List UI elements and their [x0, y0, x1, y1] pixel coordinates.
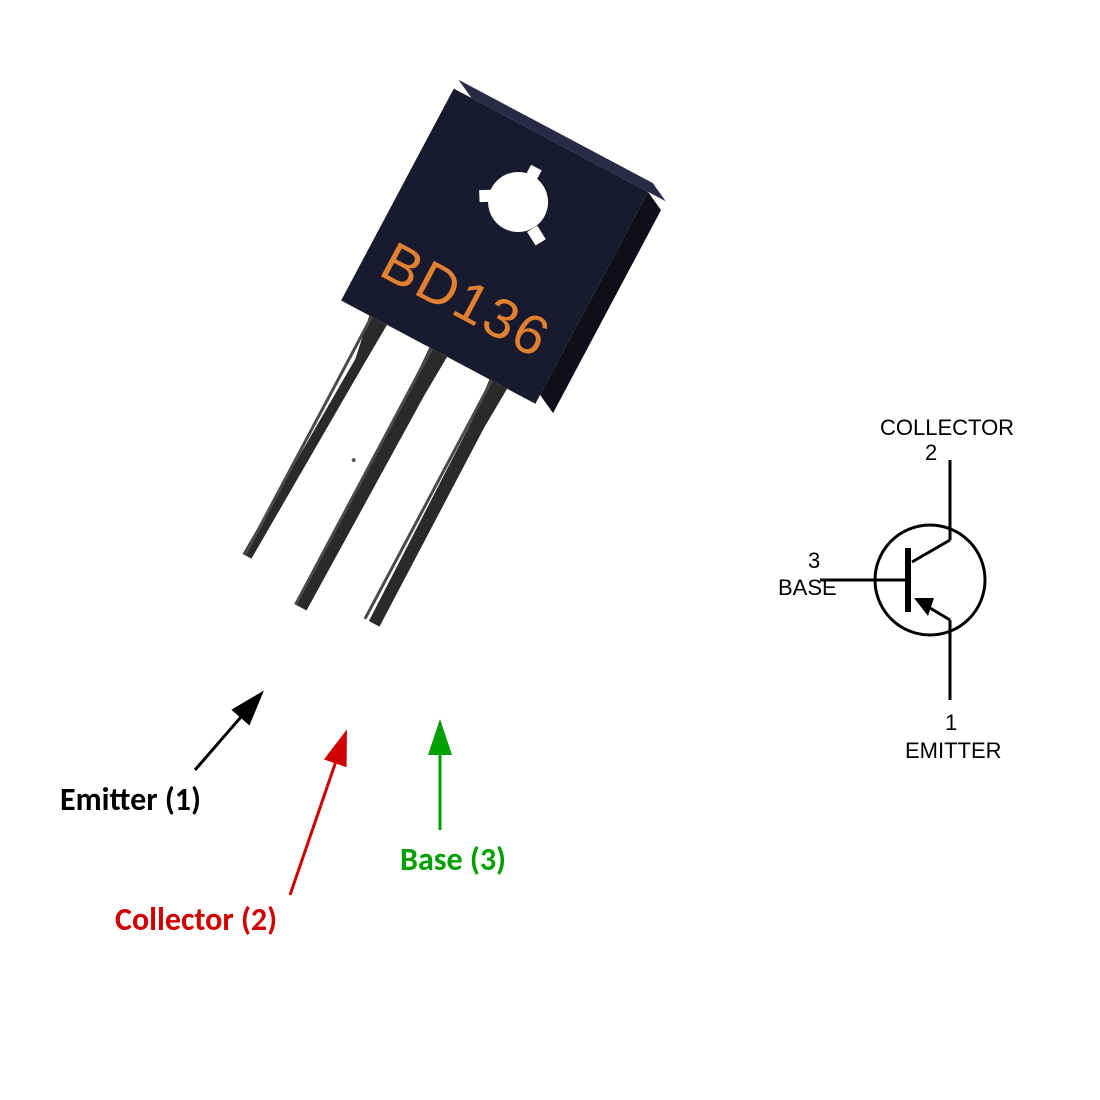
schematic-collector-num: 2	[925, 440, 937, 466]
schematic-base-label: BASE	[778, 575, 837, 601]
schematic-collector-label: COLLECTOR	[880, 415, 1014, 441]
base-label: Base (3)	[400, 840, 506, 879]
emitter-label: Emitter (1)	[60, 780, 201, 819]
schematic-base-num: 3	[808, 548, 820, 574]
schematic-emitter-label: EMITTER	[905, 738, 1002, 764]
schematic-emitter-num: 1	[945, 710, 957, 736]
collector-label: Collector (2)	[115, 900, 277, 939]
